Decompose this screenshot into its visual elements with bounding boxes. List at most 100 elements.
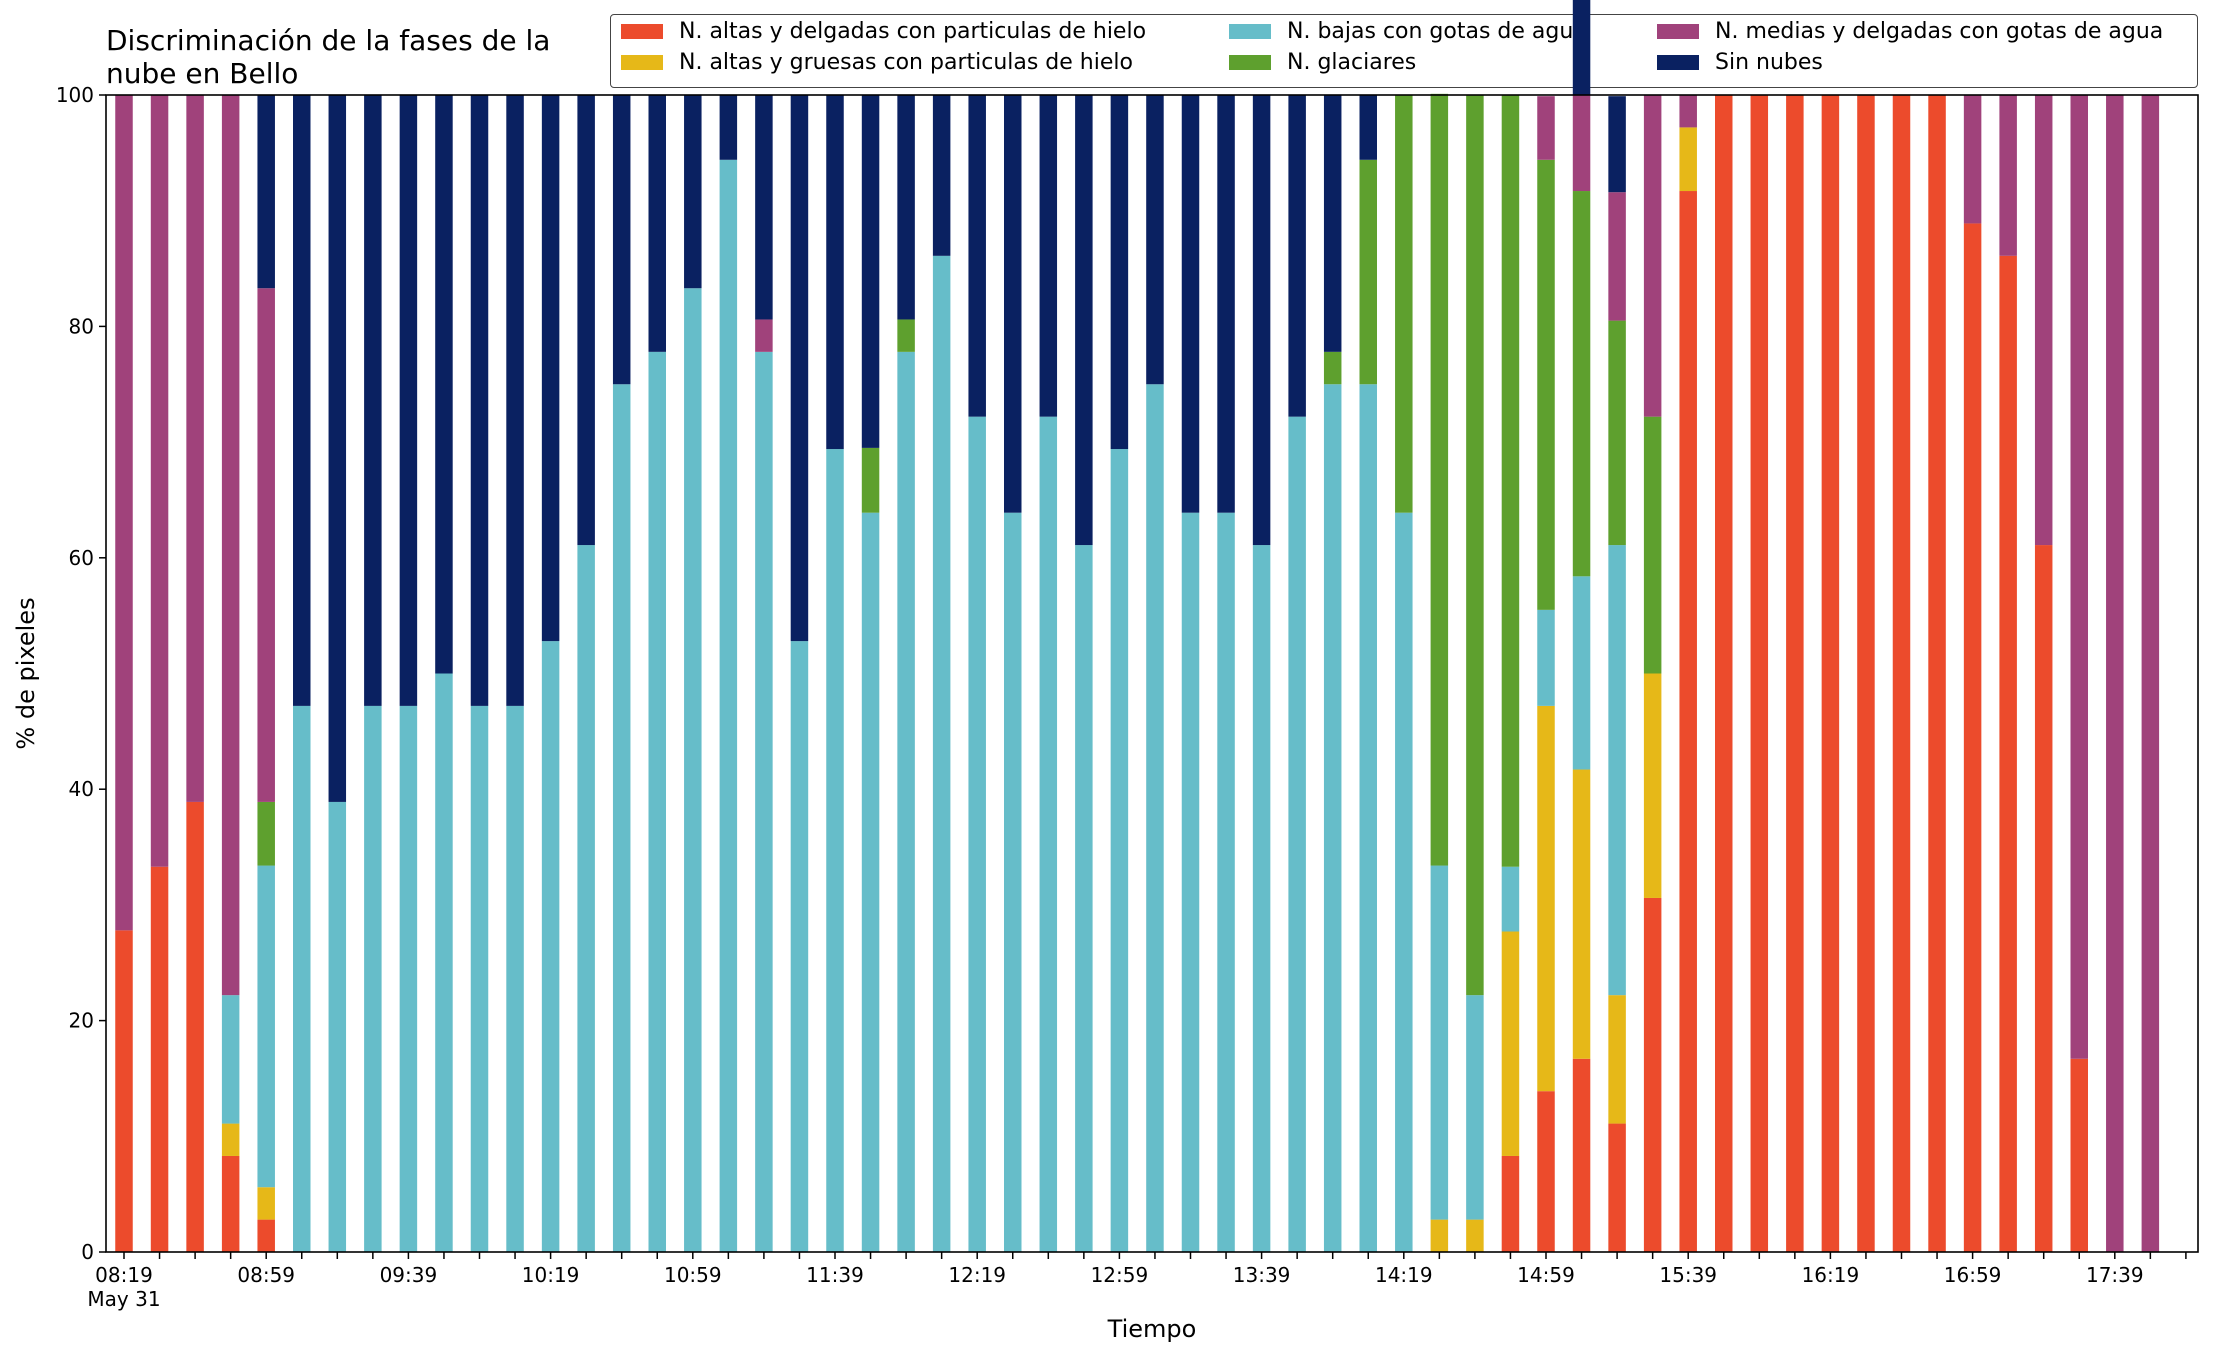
bar-0849-series-0 (221, 1155, 240, 1252)
bar-1519-series-2 (1608, 545, 1626, 996)
y-tick-label-100: 100 (56, 83, 94, 107)
bar-1459-series-3 (1537, 159, 1555, 610)
bar-1159-series-3 (897, 319, 915, 352)
bar-1019-series-2 (541, 641, 560, 1252)
bar-1019-series-5 (541, 95, 560, 642)
legend-label-1: N. altas y gruesas con particulas de hie… (679, 50, 1133, 75)
bar-1139-series-5 (826, 95, 844, 450)
y-tick-label-60: 60 (69, 546, 94, 570)
bar-0959-series-5 (470, 95, 489, 706)
bar-0919-series-5 (328, 95, 347, 802)
bar-1619-series-0 (1821, 95, 1840, 1252)
x-axis-label: Tiempo (1107, 1315, 1197, 1343)
bar-0829-series-0 (150, 866, 169, 1252)
bar-0949-series-5 (435, 95, 453, 674)
bar-1509-series-0 (1572, 1058, 1591, 1252)
bar-1659-series-4 (1963, 95, 1982, 224)
bar-1009-series-2 (506, 705, 524, 1252)
bar-0909-series-5 (293, 95, 311, 706)
bar-1649-series-0 (1928, 95, 1946, 1252)
bar-1359-series-5 (1323, 95, 1342, 352)
x-tick-label-0859: 08:59 (237, 1263, 295, 1287)
y-tick-label-0: 0 (81, 1240, 94, 1264)
bar-1429-series-2 (1430, 865, 1449, 1220)
bar-1029-series-2 (577, 545, 595, 1252)
bar-1519-series-5 (1608, 96, 1626, 193)
bar-1129-series-5 (790, 95, 809, 642)
bar-1629-series-0 (1857, 95, 1875, 1252)
x-tick-label-1419: 14:19 (1375, 1263, 1433, 1287)
bar-1719-series-0 (2034, 545, 2053, 1252)
bar-1119-series-5 (755, 95, 773, 320)
legend-item-5: Sin nubes (1657, 50, 1823, 75)
bar-1729-series-0 (2070, 1058, 2088, 1252)
bar-1459-series-1 (1537, 705, 1555, 1092)
legend-swatch-4 (1657, 24, 1699, 39)
bar-0819-series-0 (115, 930, 133, 1252)
x-tick-label-1539: 15:39 (1659, 1263, 1717, 1287)
chart-title-line-2: nube en Bello (106, 57, 299, 90)
bar-1509-series-5 (1572, 0, 1591, 95)
bar-1029-series-5 (577, 95, 595, 546)
bar-1249-series-5 (1075, 95, 1093, 546)
legend-label-4: N. medias y delgadas con gotas de agua (1715, 19, 2164, 44)
bar-1309-series-5 (1146, 95, 1164, 385)
bar-1239-series-2 (1039, 416, 1058, 1252)
x-tick-label-1339: 13:39 (1233, 1263, 1291, 1287)
bar-1219-series-2 (968, 416, 986, 1252)
bar-1229-series-5 (1004, 95, 1022, 513)
bar-1409-series-5 (1359, 95, 1377, 160)
bar-1339-series-2 (1252, 545, 1271, 1252)
bar-1709-series-0 (1999, 255, 2017, 1252)
bar-1709-series-4 (1999, 95, 2017, 256)
x-tick-label-1459: 14:59 (1517, 1263, 1575, 1287)
bar-1149-series-3 (861, 447, 880, 513)
bar-1519-series-0 (1608, 1123, 1626, 1252)
bar-1749-series-4 (2141, 95, 2160, 1252)
bar-1409-series-2 (1359, 384, 1377, 1252)
bar-1359-series-2 (1323, 384, 1342, 1252)
bar-0929-series-2 (364, 705, 382, 1252)
chart-title-line-1: Discriminación de la fases de la (106, 24, 551, 57)
bar-1259-series-5 (1110, 95, 1129, 450)
x-tick-label-1139: 11:39 (806, 1263, 864, 1287)
bar-1509-series-2 (1572, 576, 1591, 770)
bar-0949-series-2 (435, 673, 453, 1252)
bar-1149-series-5 (861, 95, 880, 448)
bar-1559-series-0 (1750, 95, 1769, 1252)
bar-1419-series-2 (1395, 512, 1413, 1252)
bar-1439-series-1 (1466, 1219, 1484, 1252)
x-tick-label-1259: 12:59 (1091, 1263, 1149, 1287)
bar-1519-series-3 (1608, 320, 1626, 546)
bar-0859-series-2 (257, 865, 275, 1188)
legend-swatch-0 (621, 24, 663, 39)
bar-1239-series-5 (1039, 95, 1058, 417)
bar-1459-series-4 (1537, 96, 1555, 160)
bar-0909-series-2 (293, 705, 311, 1252)
bar-1319-series-5 (1181, 95, 1200, 513)
bar-1459-series-2 (1537, 609, 1555, 706)
bar-1729-series-4 (2070, 95, 2088, 1059)
y-tick-label-80: 80 (69, 314, 94, 338)
bar-1549-series-0 (1715, 95, 1733, 1252)
bar-1339-series-5 (1252, 95, 1271, 546)
legend-label-0: N. altas y delgadas con particulas de hi… (679, 19, 1147, 44)
bar-0859-series-5 (257, 95, 275, 289)
bar-0819-series-4 (115, 95, 133, 931)
bar-1439-series-3 (1466, 95, 1484, 996)
bar-1309-series-2 (1146, 384, 1164, 1252)
bar-1449-series-2 (1501, 866, 1520, 932)
bar-1129-series-2 (790, 641, 809, 1252)
legend-label-5: Sin nubes (1715, 50, 1823, 75)
bar-1449-series-3 (1501, 95, 1520, 867)
x-tick-label-1619: 16:19 (1802, 1263, 1860, 1287)
bar-1109-series-5 (719, 95, 738, 160)
bar-1009-series-5 (506, 95, 524, 706)
legend-item-4: N. medias y delgadas con gotas de agua (1657, 19, 2163, 44)
bar-1149-series-2 (861, 512, 880, 1252)
bar-1539-series-4 (1679, 95, 1697, 128)
bar-0849-series-2 (221, 995, 240, 1124)
legend-swatch-3 (1229, 55, 1271, 70)
bar-1539-series-0 (1679, 191, 1697, 1252)
